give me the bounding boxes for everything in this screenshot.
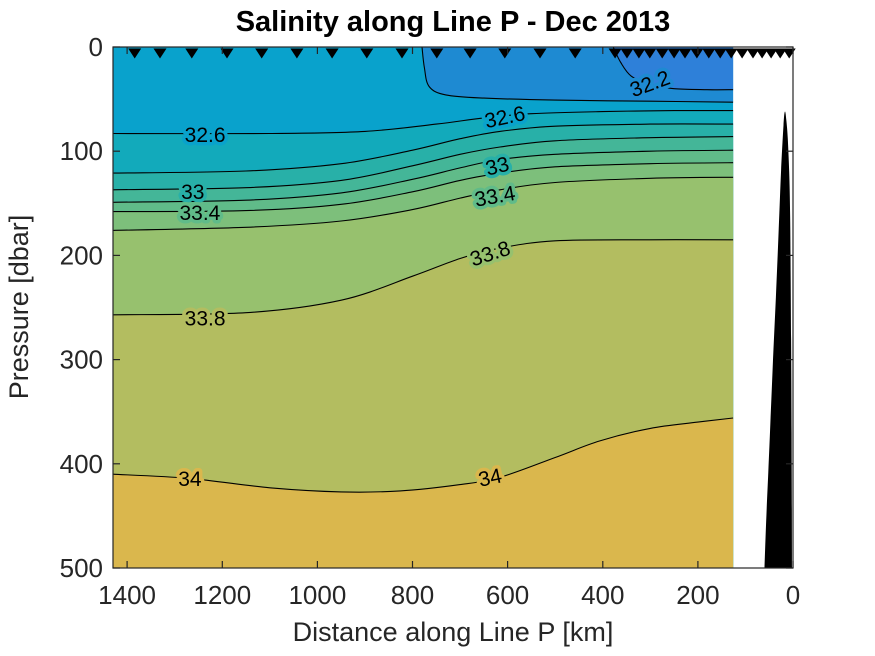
contour-label-34: 34 xyxy=(178,468,202,491)
plot-title: Salinity along Line P - Dec 2013 xyxy=(236,6,671,38)
y-tick-label: 0 xyxy=(89,32,103,62)
x-tick-label: 1200 xyxy=(193,580,251,610)
station-marker-icon xyxy=(755,48,769,59)
x-tick-label: 0 xyxy=(786,580,800,610)
y-axis-label: Pressure [dbar] xyxy=(4,215,34,400)
contour-line-33.4 xyxy=(113,162,734,213)
y-tick-label: 100 xyxy=(60,136,103,166)
contour-line-33.8 xyxy=(113,239,734,316)
station-marker-icon xyxy=(463,48,477,59)
station-marker-icon xyxy=(430,48,444,59)
station-marker-icon xyxy=(667,48,681,59)
land-bathymetry-mask xyxy=(764,111,792,568)
station-marker-icon xyxy=(255,48,269,59)
station-marker-icon xyxy=(395,48,409,59)
station-marker-icon xyxy=(702,48,716,59)
x-tick-label: 1400 xyxy=(98,580,156,610)
band-below-34 xyxy=(113,418,734,568)
station-marker-icon xyxy=(153,48,167,59)
station-marker-icon xyxy=(620,48,634,59)
x-tick-labels: 1400 1200 1000 800 600 400 200 0 xyxy=(98,580,800,610)
band-above-32.2 xyxy=(613,47,734,90)
station-marker-icon xyxy=(678,48,692,59)
station-marker-icon xyxy=(608,48,622,59)
contour-lines xyxy=(113,47,734,493)
x-tick-label: 200 xyxy=(676,580,719,610)
station-marker-icon xyxy=(568,48,582,59)
y-tick-label: 200 xyxy=(60,240,103,270)
station-marker-icon xyxy=(533,48,547,59)
x-axis-label: Distance along Line P [km] xyxy=(293,617,614,647)
station-marker-icon xyxy=(290,48,304,59)
contour-line-33 xyxy=(113,136,734,191)
station-marker-icon xyxy=(185,48,199,59)
station-marker-icon xyxy=(128,48,142,59)
contour-label-32.6: 32.6 xyxy=(185,124,226,147)
station-marker-icon xyxy=(632,48,646,59)
station-marker-icon xyxy=(764,48,778,59)
y-tick-label: 400 xyxy=(60,449,103,479)
y-tick-labels: 0 100 200 300 400 500 xyxy=(60,32,103,583)
station-marker-icon xyxy=(655,48,669,59)
station-marker-icon xyxy=(325,48,339,59)
x-tick-label: 400 xyxy=(581,580,624,610)
axes-box-and-ticks xyxy=(112,46,794,569)
y-tick-label: 300 xyxy=(60,345,103,375)
contour-fill-bands xyxy=(113,47,734,568)
station-marker-icon xyxy=(360,48,374,59)
station-marker-icon xyxy=(735,48,749,59)
station-marker-icon xyxy=(713,48,727,59)
station-marker-icon xyxy=(773,48,787,59)
land-mask-shape xyxy=(764,111,792,568)
station-marker-icon xyxy=(746,48,760,59)
contour-label-33: 33 xyxy=(181,181,204,204)
x-tick-label: 1000 xyxy=(288,580,346,610)
y-tick-label: 500 xyxy=(60,553,103,583)
contour-line-32.6 xyxy=(113,109,734,135)
station-marker-icon xyxy=(782,48,796,59)
contour-line-32.8 xyxy=(113,123,734,174)
contour-label-33.4: 33.4 xyxy=(179,202,220,225)
x-tick-label: 800 xyxy=(391,580,434,610)
contour-line-32.4 xyxy=(421,47,734,103)
station-marker-icon xyxy=(643,48,657,59)
station-marker-icon xyxy=(690,48,704,59)
station-marker-icon xyxy=(220,48,234,59)
axes-box xyxy=(112,46,794,569)
x-tick-label: 600 xyxy=(486,580,529,610)
contour-line-33.2 xyxy=(113,149,734,203)
station-marker-icon xyxy=(724,48,738,59)
contour-line-34 xyxy=(113,417,734,493)
contour-label-33.8: 33.8 xyxy=(185,307,226,330)
contour-line-32.2 xyxy=(612,47,734,91)
contour-line-33.6 xyxy=(113,176,734,231)
